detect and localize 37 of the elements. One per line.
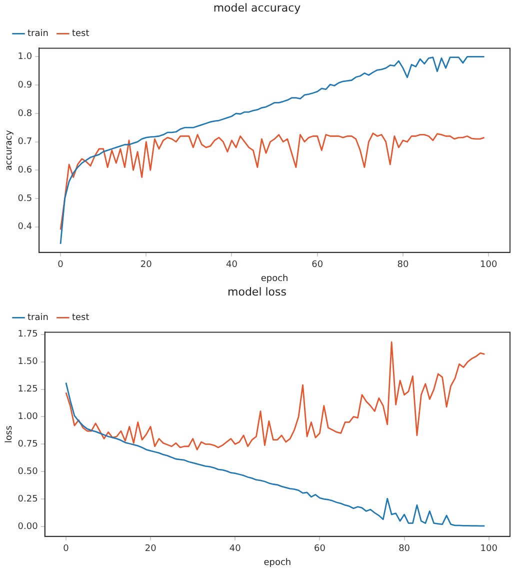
y-tick-label: 0.50 <box>18 466 38 477</box>
x-tick-label: 0 <box>58 260 64 270</box>
x-tick-label: 60 <box>312 260 324 270</box>
legend-label: test <box>72 313 90 324</box>
x-tick-label: 20 <box>140 260 152 270</box>
y-tick-label: 1.0 <box>18 52 32 62</box>
y-tick-label: 0.75 <box>18 440 38 450</box>
y-axis-title: loss <box>4 425 15 443</box>
x-axis-title: epoch <box>264 558 292 568</box>
y-tick-label: 0.6 <box>18 165 32 176</box>
y-tick-label: 0.5 <box>18 194 32 204</box>
x-tick-label: 100 <box>480 544 498 554</box>
y-tick-label: 1.00 <box>18 412 38 422</box>
x-tick-label: 20 <box>144 544 157 554</box>
legend-label: train <box>28 313 48 324</box>
x-tick-label: 60 <box>314 544 326 554</box>
legend-label: test <box>72 29 90 40</box>
y-tick-label: 0.4 <box>18 222 32 232</box>
y-tick-label: 0.7 <box>18 137 32 148</box>
x-tick-label: 80 <box>397 260 409 270</box>
y-tick-label: 0.25 <box>18 494 38 504</box>
x-axis-title: epoch <box>260 274 288 284</box>
y-axis-title: accuracy <box>4 129 15 171</box>
y-tick-label: 0.8 <box>18 108 32 119</box>
y-tick-label: 1.75 <box>18 330 38 340</box>
y-tick-label: 0.00 <box>18 522 38 532</box>
chart-title: model loss <box>228 285 287 298</box>
y-tick-label: 1.25 <box>18 384 38 395</box>
chart-title: model accuracy <box>213 1 302 14</box>
x-tick-label: 100 <box>480 260 498 270</box>
y-tick-label: 0.9 <box>18 80 32 90</box>
legend-label: train <box>28 29 48 40</box>
x-tick-label: 80 <box>398 544 410 554</box>
x-tick-label: 40 <box>226 260 238 270</box>
x-tick-label: 40 <box>229 544 242 554</box>
y-tick-label: 1.50 <box>18 357 38 368</box>
x-tick-label: 0 <box>63 544 70 554</box>
